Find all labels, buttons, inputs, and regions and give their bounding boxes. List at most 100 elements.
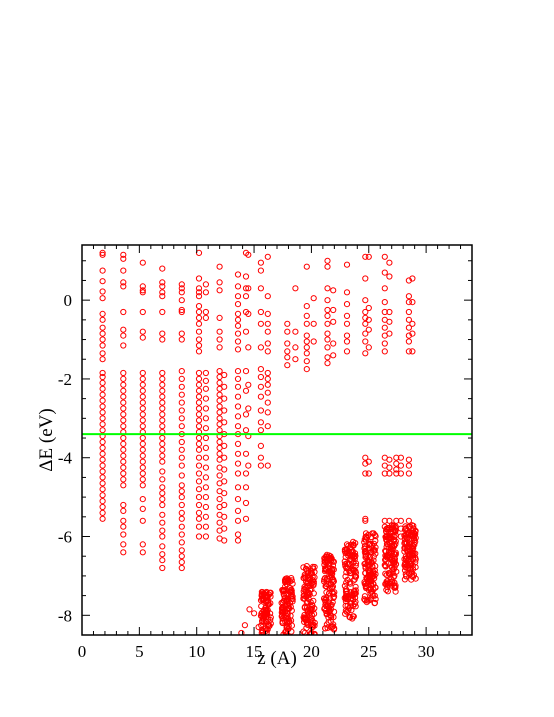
data-point	[139, 328, 146, 335]
data-point	[139, 417, 146, 424]
data-point	[393, 454, 400, 461]
data-point	[405, 299, 412, 306]
data-point	[221, 383, 228, 390]
data-point	[195, 486, 203, 493]
data-point	[409, 299, 416, 306]
data-point	[216, 328, 223, 335]
data-point	[195, 462, 203, 469]
data-point	[99, 379, 106, 386]
data-point	[120, 308, 127, 316]
data-point	[330, 340, 337, 347]
data-point	[264, 253, 271, 260]
data-point	[368, 578, 375, 585]
data-point	[159, 417, 166, 424]
data-point	[242, 285, 250, 292]
data-point	[234, 383, 242, 390]
data-point	[301, 618, 308, 626]
data-point	[381, 517, 388, 524]
data-point	[99, 373, 106, 381]
data-point	[202, 474, 209, 481]
data-point	[159, 476, 166, 483]
data-point	[405, 293, 412, 300]
data-point	[221, 490, 228, 497]
data-point	[321, 555, 328, 562]
data-point	[195, 314, 203, 321]
data-point	[406, 558, 413, 566]
data-point	[221, 442, 228, 449]
data-point	[303, 338, 310, 345]
data-point	[255, 636, 260, 641]
data-point	[412, 575, 419, 582]
data-point	[242, 328, 250, 335]
data-point	[120, 417, 127, 424]
data-point	[234, 450, 242, 457]
data-point	[328, 614, 335, 621]
data-point	[342, 602, 349, 609]
data-point	[178, 472, 185, 479]
data-point	[361, 593, 368, 600]
data-point	[327, 606, 334, 613]
data-point	[372, 596, 379, 603]
data-point	[178, 423, 185, 430]
data-point	[202, 425, 209, 432]
data-point	[303, 320, 310, 327]
data-point	[386, 470, 393, 477]
data-point	[99, 316, 106, 323]
data-point	[234, 496, 242, 503]
data-point	[383, 586, 390, 594]
data-point	[120, 501, 127, 509]
data-point	[343, 338, 351, 345]
data-point	[234, 310, 242, 317]
data-point	[279, 603, 286, 611]
data-point	[264, 310, 271, 317]
data-point	[370, 540, 378, 547]
data-point	[257, 308, 264, 316]
data-point	[178, 501, 185, 509]
data-point	[139, 405, 146, 412]
data-point	[349, 613, 356, 620]
data-point	[242, 515, 250, 522]
data-point	[391, 551, 398, 558]
data-point	[251, 610, 258, 617]
data-point	[234, 403, 242, 410]
data-point	[139, 308, 146, 316]
data-point	[343, 332, 351, 339]
data-point	[362, 314, 369, 321]
data-point	[159, 519, 166, 526]
data-point	[362, 470, 369, 477]
data-point	[178, 285, 185, 292]
data-point	[264, 399, 271, 406]
data-point	[234, 283, 242, 290]
data-point	[257, 462, 264, 469]
data-point	[246, 606, 253, 613]
data-point	[178, 281, 185, 288]
data-point	[245, 381, 252, 388]
data-point	[234, 375, 242, 382]
data-point	[409, 275, 416, 282]
data-point	[397, 517, 404, 524]
data-point	[195, 285, 203, 292]
data-point	[178, 564, 185, 572]
data-point	[388, 542, 395, 550]
data-point	[405, 324, 412, 331]
data-point	[409, 348, 416, 355]
data-point	[362, 330, 369, 337]
data-point	[341, 594, 348, 602]
data-point	[202, 434, 209, 442]
data-point	[159, 490, 166, 497]
data-point	[159, 434, 166, 442]
data-point	[258, 603, 265, 610]
data-point	[381, 308, 388, 316]
data-point	[159, 452, 166, 459]
data-point	[178, 438, 185, 446]
data-point	[245, 462, 252, 469]
data-point	[257, 320, 264, 327]
data-point	[216, 279, 223, 286]
data-point	[99, 397, 106, 404]
data-point	[178, 462, 185, 469]
data-point	[345, 542, 352, 549]
data-point	[267, 600, 274, 607]
data-point	[159, 440, 166, 447]
data-point	[216, 472, 223, 479]
data-point	[301, 585, 308, 593]
